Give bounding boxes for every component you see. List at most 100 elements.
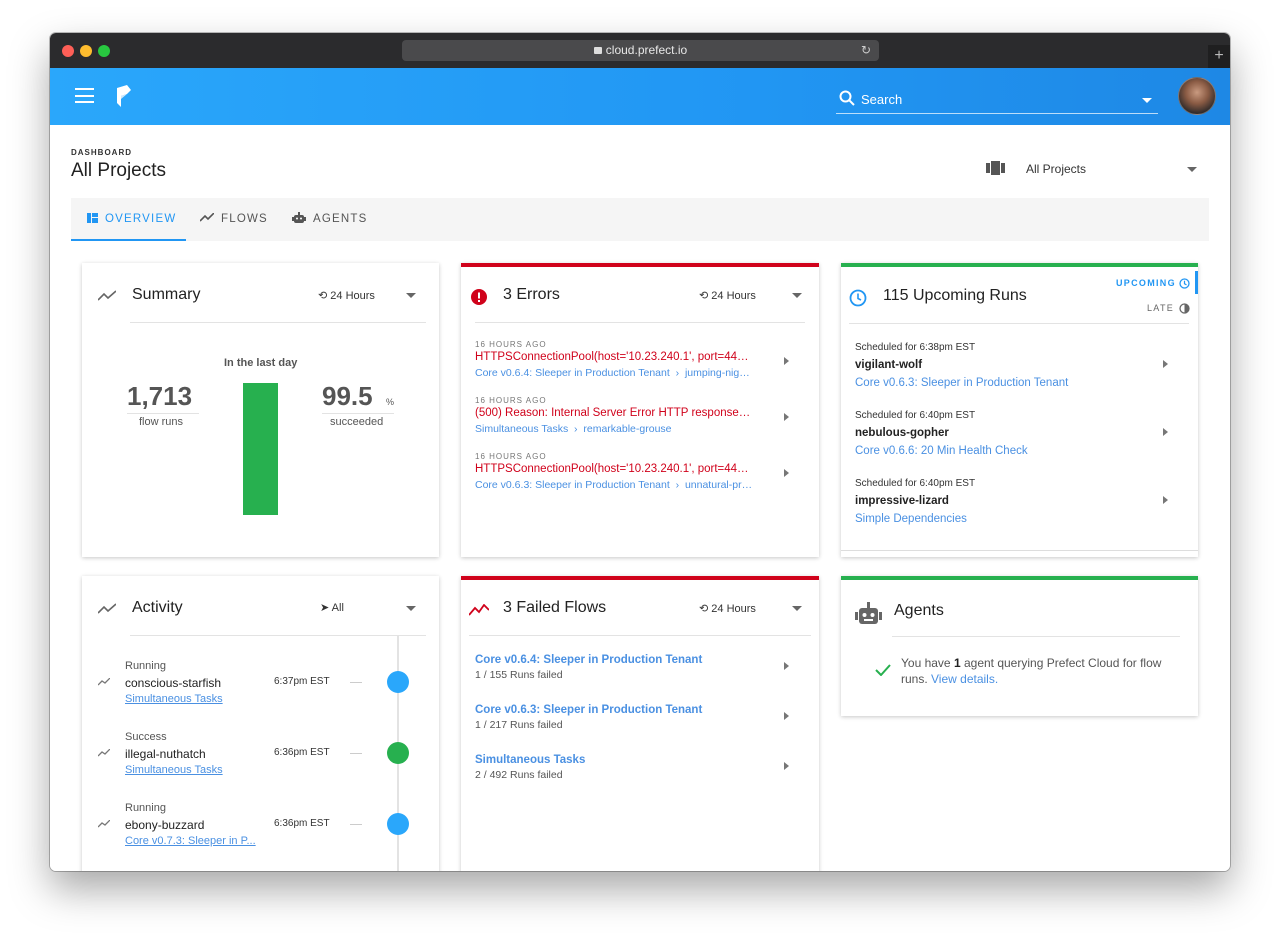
chevron-right-icon[interactable] — [1163, 428, 1168, 436]
search-icon — [839, 90, 855, 106]
status-dot[interactable] — [387, 742, 409, 764]
divider — [475, 322, 805, 323]
chevron-right-icon[interactable] — [784, 357, 789, 365]
robot-icon — [855, 602, 882, 624]
success-percent: 99.5 — [322, 381, 373, 411]
project-selector-label: All Projects — [1026, 162, 1087, 176]
chevron-right-icon[interactable] — [784, 712, 789, 720]
error-flow-link[interactable]: Simultaneous Tasks › remarkable-grouse — [475, 423, 672, 435]
flow-link[interactable]: Core v0.6.6: 20 Min Health Check — [855, 445, 1028, 457]
search-dropdown-icon[interactable] — [1142, 98, 1152, 103]
avatar[interactable] — [1178, 77, 1216, 115]
tab-upcoming[interactable]: UPCOMING — [1116, 278, 1176, 288]
error-message[interactable]: HTTPSConnectionPool(host='10.23.240.1', … — [475, 463, 753, 475]
chevron-right-icon[interactable] — [784, 469, 789, 477]
divider — [849, 323, 1189, 324]
tab-flows-label: FLOWS — [221, 213, 268, 225]
chevron-right-icon[interactable] — [784, 762, 789, 770]
browser-titlebar: cloud.prefect.io ↻ + — [50, 33, 1230, 68]
activity-filter-label: All — [331, 602, 344, 614]
chevron-down-icon[interactable] — [406, 293, 416, 298]
flow-runs-count: 1,713 — [127, 381, 193, 411]
failed-flow-name[interactable]: Simultaneous Tasks — [475, 754, 586, 766]
prefect-logo-icon[interactable] — [115, 85, 131, 107]
trending-icon — [98, 749, 110, 757]
scheduled-time: Scheduled for 6:40pm EST — [855, 410, 976, 421]
run-name[interactable]: nebulous-gopher — [855, 427, 949, 439]
divider — [469, 635, 811, 636]
new-tab-button[interactable]: + — [1208, 45, 1230, 68]
search-placeholder: Search — [861, 92, 903, 107]
failed-count: 1 / 155 Runs failed — [475, 669, 563, 681]
maximize-window-button[interactable] — [98, 45, 110, 57]
run-name[interactable]: illegal-nuthatch — [125, 747, 206, 761]
errors-time-range-label: 24 Hours — [711, 290, 756, 302]
run-time: 6:37pm EST — [274, 676, 330, 687]
check-icon — [875, 664, 891, 676]
divider — [322, 413, 394, 414]
view-details-link[interactable]: View details. — [931, 672, 999, 686]
tab-late[interactable]: LATE — [1147, 303, 1175, 313]
activity-title: Activity — [132, 599, 183, 616]
run-name[interactable]: conscious-starfish — [125, 676, 222, 690]
dashboard-icon — [87, 212, 98, 223]
clock-icon — [849, 289, 867, 307]
history-icon: ⟲ — [699, 290, 712, 302]
tab-agents[interactable]: AGENTS — [292, 198, 368, 241]
error-flow-link[interactable]: Core v0.6.4: Sleeper in Production Tenan… — [475, 367, 753, 379]
scheduled-time: Scheduled for 6:40pm EST — [855, 478, 976, 489]
divider — [350, 753, 362, 754]
failed-time-range[interactable]: ⟲ 24 Hours — [699, 602, 756, 615]
flow-link[interactable]: Simple Dependencies — [855, 513, 967, 525]
run-name[interactable]: impressive-lizard — [855, 495, 949, 507]
active-tab-indicator — [1195, 271, 1198, 294]
chevron-right-icon[interactable] — [784, 662, 789, 670]
tab-flows[interactable]: FLOWS — [200, 198, 268, 241]
main-content: DASHBOARD All Projects All Projects OVER… — [50, 125, 1230, 871]
chevron-right-icon[interactable] — [1163, 496, 1168, 504]
status-dot[interactable] — [387, 671, 409, 693]
chevron-down-icon[interactable] — [406, 606, 416, 611]
search-input[interactable]: Search — [836, 88, 1158, 114]
flow-link[interactable]: Simultaneous Tasks — [125, 764, 223, 776]
flow-link[interactable]: Core v0.7.3: Sleeper in P... — [125, 835, 256, 847]
reload-icon[interactable]: ↻ — [860, 43, 871, 57]
summary-caption: In the last day — [224, 357, 298, 369]
address-bar[interactable]: cloud.prefect.io ↻ — [402, 40, 879, 61]
run-time: 6:36pm EST — [274, 747, 330, 758]
flow-link[interactable]: Core v0.6.3: Sleeper in Production Tenan… — [855, 377, 1069, 389]
trending-icon — [98, 290, 116, 301]
status-dot[interactable] — [387, 813, 409, 835]
flow-runs-label: flow runs — [139, 416, 184, 428]
chevron-down-icon[interactable] — [792, 293, 802, 298]
errors-time-range[interactable]: ⟲ 24 Hours — [699, 289, 756, 302]
run-name[interactable]: vigilant-wolf — [855, 359, 923, 371]
tab-overview[interactable]: OVERVIEW — [71, 198, 186, 241]
summary-time-range[interactable]: ⟲ 24 Hours — [318, 289, 375, 302]
error-message[interactable]: HTTPSConnectionPool(host='10.23.240.1', … — [475, 351, 753, 363]
chevron-right-icon[interactable] — [784, 413, 789, 421]
error-flow-link[interactable]: Core v0.6.3: Sleeper in Production Tenan… — [475, 479, 753, 491]
page-title: All Projects — [71, 160, 167, 181]
run-state: Running — [125, 802, 166, 814]
history-icon: ⟲ — [699, 603, 712, 615]
minimize-window-button[interactable] — [80, 45, 92, 57]
project-selector[interactable]: All Projects — [986, 159, 1201, 179]
failed-flow-name[interactable]: Core v0.6.4: Sleeper in Production Tenan… — [475, 654, 703, 666]
success-bar — [243, 383, 278, 515]
chevron-down-icon — [1187, 167, 1197, 172]
trending-down-icon — [469, 604, 489, 616]
activity-filter[interactable]: ➤ All — [320, 601, 344, 614]
late-icon — [1179, 303, 1190, 314]
flow-link[interactable]: Simultaneous Tasks — [125, 693, 223, 705]
close-window-button[interactable] — [62, 45, 74, 57]
error-message[interactable]: (500) Reason: Internal Server Error HTTP… — [475, 407, 753, 419]
scheduled-time: Scheduled for 6:38pm EST — [855, 342, 976, 353]
failed-flow-name[interactable]: Core v0.6.3: Sleeper in Production Tenan… — [475, 704, 703, 716]
run-name[interactable]: ebony-buzzard — [125, 818, 205, 832]
chevron-down-icon[interactable] — [792, 606, 802, 611]
menu-icon[interactable] — [75, 88, 94, 103]
failed-count: 2 / 492 Runs failed — [475, 769, 563, 781]
chevron-right-icon[interactable] — [1163, 360, 1168, 368]
summary-title: Summary — [132, 286, 201, 303]
